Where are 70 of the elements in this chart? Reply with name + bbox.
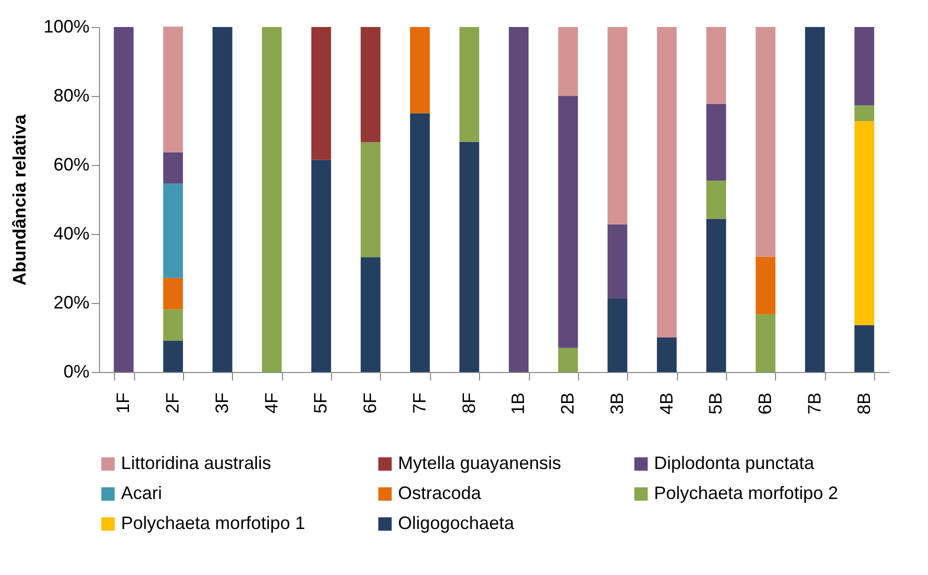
x-tick-label: 8F (458, 392, 479, 414)
bar (608, 298, 628, 372)
x-tick-label: 4F (261, 392, 282, 414)
bar (410, 27, 430, 114)
bar (805, 27, 825, 372)
bar (706, 27, 726, 104)
bar (706, 218, 726, 372)
bar (608, 27, 628, 224)
x-tick-label: 4B (656, 392, 676, 415)
x-tick-label: 7B (804, 392, 824, 415)
bar (706, 180, 726, 219)
x-tick-label: 6F (360, 392, 380, 414)
y-tick-label: 80% (53, 86, 90, 106)
bar (163, 340, 183, 372)
bar (262, 27, 282, 372)
bar (854, 121, 874, 326)
bar (756, 314, 776, 372)
legend-label: Littoridina australis (121, 453, 272, 473)
y-tick-label: 0% (63, 362, 90, 382)
x-tick-label: 3B (606, 392, 627, 415)
bar (311, 160, 332, 372)
bar (558, 96, 578, 348)
x-tick-label: 8B (854, 392, 874, 415)
x-tick-label: 7F (409, 392, 430, 414)
bar (558, 348, 578, 372)
x-tick-label: 2B (558, 392, 578, 415)
bar (360, 257, 380, 372)
bar (163, 26, 183, 152)
bar (854, 325, 874, 372)
y-tick-label: 40% (53, 224, 90, 244)
bar (163, 152, 183, 184)
bar (756, 256, 776, 314)
bar (114, 27, 134, 372)
y-axis-title: Abundância relativa (9, 113, 30, 286)
bar (360, 142, 380, 258)
x-tick-label: 6B (755, 392, 776, 415)
legend-label: Oligogochaeta (398, 513, 516, 533)
legend-label: Polychaeta morfotipo 2 (654, 483, 838, 503)
bar (212, 27, 232, 372)
bar (756, 27, 776, 257)
bar (656, 338, 677, 372)
x-tick-label: 5F (310, 392, 331, 414)
bar (410, 113, 430, 372)
x-tick-label: 5B (706, 392, 726, 415)
x-tick-label: 2F (162, 392, 183, 414)
bar (854, 105, 874, 122)
y-tick-label: 60% (53, 154, 90, 174)
x-tick-label: 3F (212, 392, 232, 414)
legend-label: Acari (121, 483, 162, 503)
bar (311, 27, 332, 160)
bar (706, 104, 726, 181)
bar (459, 142, 480, 372)
bar (558, 27, 578, 96)
x-tick-label: 1F (113, 392, 134, 414)
y-tick-label: 20% (53, 292, 90, 312)
x-tick-label: 1B (508, 392, 528, 415)
legend-label: Diplodonta punctata (654, 453, 816, 473)
bar (854, 27, 874, 106)
y-tick-label: 100% (43, 16, 90, 36)
bar (508, 27, 529, 372)
bar (608, 224, 628, 298)
legend-label: Polychaeta morfotipo 1 (121, 513, 306, 533)
bar (163, 278, 183, 310)
legend-label: Ostracoda (398, 483, 482, 503)
legend-label: Mytella guayanensis (398, 453, 562, 473)
bar (360, 27, 380, 142)
bar (163, 184, 183, 278)
bar (656, 27, 677, 338)
bar (163, 309, 183, 341)
bar (459, 27, 480, 142)
